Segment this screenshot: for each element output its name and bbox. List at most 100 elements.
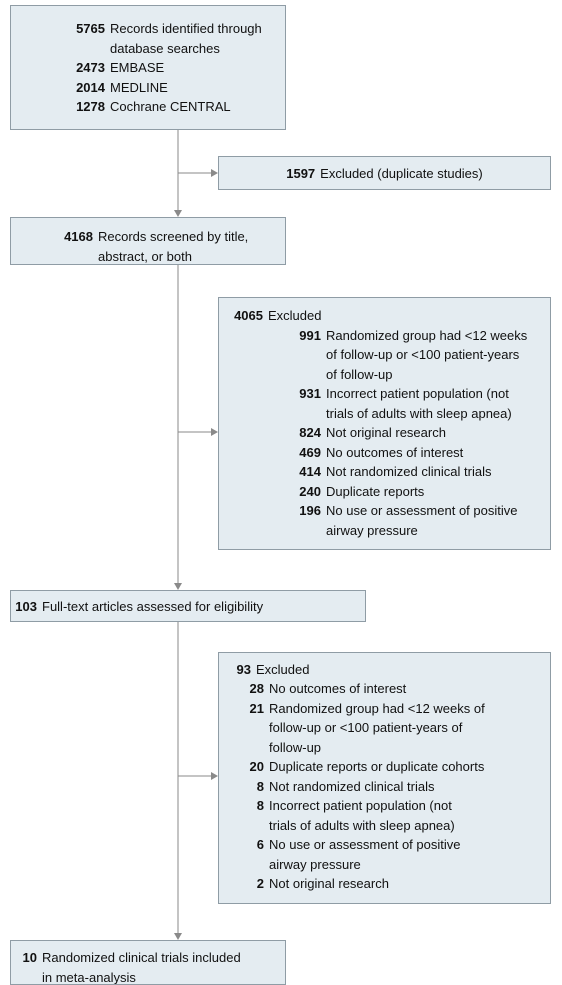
label: Incorrect patient population (not — [326, 386, 509, 401]
label: No use or assessment of positive — [326, 503, 518, 518]
count: 21 — [249, 700, 264, 716]
text-row: trials of adults with sleep apnea) — [219, 816, 550, 836]
text-row: 8 Incorrect patient population (not — [219, 796, 550, 816]
count — [269, 404, 321, 424]
count — [239, 718, 264, 738]
count: 824 — [299, 425, 321, 440]
label: EMBASE — [110, 60, 165, 75]
text-row: database searches — [11, 39, 285, 59]
count — [239, 855, 264, 875]
label: MEDLINE — [110, 79, 168, 95]
text-row: of follow-up or <100 patient-years — [219, 345, 550, 365]
label: database searches — [110, 40, 220, 56]
included-box: 10 Randomized clinical trials included in … — [10, 940, 286, 985]
text-row: 21 Randomized group had <12 weeks of — [219, 699, 550, 719]
count: 8 — [256, 778, 264, 794]
text-row: 6 No use or assessment of positive — [219, 835, 550, 855]
count — [269, 345, 321, 365]
label: Full-text articles assessed for eligibil… — [42, 599, 264, 614]
arrow-head — [211, 772, 218, 780]
arrow-head — [174, 933, 182, 940]
text-row: 824 Not original research — [219, 423, 550, 443]
text-row: airway pressure — [219, 521, 550, 541]
count — [239, 738, 264, 758]
count — [269, 521, 321, 541]
arrow-head — [211, 169, 218, 177]
arrow-head — [211, 428, 218, 436]
count: 991 — [299, 327, 321, 343]
text-row: 469 No outcomes of interest — [219, 443, 550, 463]
count: 931 — [299, 386, 321, 401]
text-row: 10 Randomized clinical trials included — [11, 948, 285, 968]
text-row: 991 Randomized group had <12 weeks — [219, 326, 550, 346]
count: 469 — [299, 444, 321, 460]
text-row: in meta-analysis — [11, 968, 285, 985]
count: 2473 — [76, 60, 105, 75]
label: trials of adults with sleep apnea) — [269, 817, 455, 833]
label: Records screened by title, — [98, 229, 249, 244]
label: Incorrect patient population (not — [269, 798, 452, 813]
count — [13, 39, 105, 59]
count: 5765 — [76, 21, 105, 36]
text-row: 4065 Excluded — [219, 306, 550, 326]
text-row: airway pressure — [219, 855, 550, 875]
label: No use or assessment of positive — [269, 837, 461, 852]
label: Excluded (duplicate studies) — [320, 165, 483, 181]
count: 28 — [249, 681, 264, 696]
text-row: 8 Not randomized clinical trials — [219, 777, 550, 797]
duplicates-box: 1597 Excluded (duplicate studies) — [218, 156, 551, 190]
label: Not original research — [326, 425, 446, 440]
label: airway pressure — [269, 856, 361, 872]
count: 103 — [15, 599, 37, 614]
text-row: 93 Excluded — [219, 660, 550, 680]
text-row: 2473 EMBASE — [11, 58, 285, 78]
label: Not randomized clinical trials — [269, 778, 435, 794]
count: 4168 — [64, 229, 93, 244]
arrow-head — [174, 210, 182, 217]
text-row: 2 Not original research — [219, 874, 550, 894]
label: of follow-up — [326, 366, 393, 382]
text-row: 240 Duplicate reports — [219, 482, 550, 502]
label: in meta-analysis — [42, 969, 136, 985]
text-row: 4168 Records screened by title, — [11, 227, 285, 247]
count — [239, 816, 264, 836]
text-row: of follow-up — [219, 365, 550, 385]
label: Duplicate reports or duplicate cohorts — [269, 759, 485, 774]
count: 1597 — [286, 165, 316, 181]
text-row: 1278 Cochrane CENTRAL — [11, 97, 285, 117]
text-row: trials of adults with sleep apnea) — [219, 404, 550, 424]
identified-box: 5765 Records identified through database s… — [10, 5, 286, 130]
text-row: 931 Incorrect patient population (not — [219, 384, 550, 404]
count: 196 — [299, 503, 321, 518]
text-row: 28 No outcomes of interest — [219, 679, 550, 699]
label: Not original research — [269, 876, 389, 891]
text-row: 20 Duplicate reports or duplicate cohorts — [219, 757, 550, 777]
label: Not randomized clinical trials — [326, 464, 492, 479]
label: airway pressure — [326, 522, 418, 538]
count: 8 — [256, 798, 264, 813]
count: 240 — [299, 483, 321, 499]
count — [13, 247, 93, 265]
label: No outcomes of interest — [326, 444, 464, 460]
label: trials of adults with sleep apnea) — [326, 405, 512, 421]
text-row: abstract, or both — [11, 247, 285, 265]
count: 6 — [256, 837, 264, 852]
label: Cochrane CENTRAL — [110, 99, 231, 114]
label: follow-up — [269, 739, 322, 755]
count: 93 — [236, 661, 251, 677]
text-row: 103 Full-text articles assessed for eligi… — [11, 597, 365, 617]
text-row: 196 No use or assessment of positive — [219, 501, 550, 521]
arrow-head — [174, 583, 182, 590]
full-text-box: 103 Full-text articles assessed for eligi… — [10, 590, 366, 622]
label: Excluded — [256, 661, 310, 677]
count — [269, 365, 321, 385]
text-row: 414 Not randomized clinical trials — [219, 462, 550, 482]
label: Duplicate reports — [326, 483, 425, 499]
label: Randomized group had <12 weeks of — [269, 700, 485, 716]
count: 20 — [249, 759, 264, 774]
label: Excluded — [268, 308, 322, 323]
text-row: follow-up — [219, 738, 550, 758]
screen-excluded-box: 4065 Excluded 991 Randomized group had <12 … — [218, 297, 551, 550]
